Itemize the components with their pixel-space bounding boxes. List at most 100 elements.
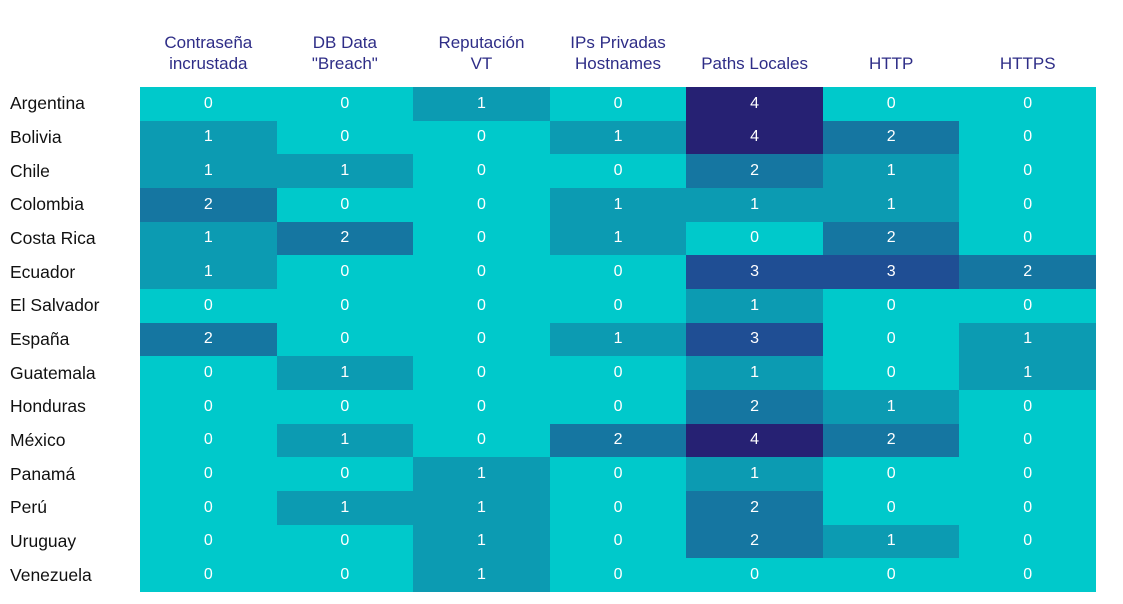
table-row: Chile 1 1 0 0 2 1 0 <box>0 154 1123 188</box>
column-header-line: "Breach" <box>311 54 378 73</box>
heatmap-cell: 1 <box>549 322 687 357</box>
heatmap-cell: 2 <box>822 120 960 155</box>
heatmap-cell: 2 <box>686 524 823 559</box>
heatmap-cell: 0 <box>276 87 414 121</box>
heatmap-cell: 1 <box>686 187 823 222</box>
heatmap-cell: 0 <box>140 356 277 390</box>
column-header: IPs Privadas Hostnames <box>550 0 687 87</box>
heatmap-cell: 0 <box>822 356 960 390</box>
heatmap-cell: 0 <box>549 558 687 592</box>
heatmap-cell: 1 <box>140 221 277 256</box>
heatmap-cell: 0 <box>276 524 414 559</box>
row-label: España <box>10 328 70 349</box>
table-row: Bolivia 1 0 0 1 4 2 0 <box>0 120 1123 155</box>
heatmap-cell: 0 <box>413 255 550 289</box>
column-header-line: VT <box>470 54 493 73</box>
heatmap-cell: 0 <box>822 288 960 323</box>
heatmap-cell: 0 <box>140 389 277 424</box>
heatmap-cell: 1 <box>276 490 414 525</box>
column-header: DB Data "Breach" <box>277 0 414 87</box>
column-header-line: incrustada <box>169 54 248 73</box>
heatmap-cell: 0 <box>413 322 550 357</box>
heatmap-cell: 3 <box>686 322 823 357</box>
heatmap-cell: 0 <box>140 558 277 592</box>
heatmap-cell: 1 <box>549 221 687 256</box>
heatmap-cell: 0 <box>959 423 1097 458</box>
heatmap-cell: 0 <box>549 255 687 289</box>
heatmap-cell: 1 <box>276 423 414 458</box>
heatmap-cell: 2 <box>686 490 823 525</box>
heatmap-cell: 0 <box>959 288 1097 323</box>
heatmap-cell: 0 <box>276 558 414 592</box>
heatmap-cell: 0 <box>959 457 1097 491</box>
heatmap-cell: 2 <box>959 255 1097 289</box>
heatmap-cell: 0 <box>549 457 687 491</box>
header-row: Contraseña incrustada DB Data "Breach" Reput… <box>0 0 1123 87</box>
heatmap-cell: 0 <box>549 154 687 188</box>
table-row: España 2 0 0 1 3 0 1 <box>0 322 1123 357</box>
table-row: Panamá 0 0 1 0 1 0 0 <box>0 457 1123 491</box>
corner-spacer <box>0 0 140 87</box>
table-row: Guatemala 0 1 0 0 1 0 1 <box>0 356 1123 390</box>
heatmap-cell: 1 <box>413 87 550 121</box>
heatmap-cell: 1 <box>140 120 277 155</box>
column-header-line: IPs Privadas <box>570 33 666 52</box>
heatmap-cell: 0 <box>276 255 414 289</box>
heatmap-cell: 2 <box>686 154 823 188</box>
heatmap-cell: 2 <box>549 423 687 458</box>
heatmap-cell: 0 <box>140 87 277 121</box>
heatmap-cell: 1 <box>549 187 687 222</box>
table-row: Perú 0 1 1 0 2 0 0 <box>0 490 1123 525</box>
heatmap-cell: 2 <box>140 322 277 357</box>
heatmap-cell: 0 <box>549 524 687 559</box>
row-label: Guatemala <box>10 362 96 383</box>
heatmap-cell: 0 <box>276 389 414 424</box>
heatmap-cell: 1 <box>959 322 1097 357</box>
row-label: Chile <box>10 160 50 181</box>
column-header: Contraseña incrustada <box>140 0 277 87</box>
heatmap-cell: 1 <box>276 356 414 390</box>
heatmap-cell: 4 <box>686 87 823 121</box>
row-label: México <box>10 429 66 450</box>
heatmap-cell: 0 <box>276 288 414 323</box>
heatmap-cell: 1 <box>822 187 960 222</box>
heatmap-cell: 0 <box>959 558 1097 592</box>
row-label: Honduras <box>10 396 86 417</box>
heatmap-cell: 0 <box>413 154 550 188</box>
heatmap-cell: 1 <box>822 154 960 188</box>
heatmap-cell: 0 <box>549 356 687 390</box>
table-row: Argentina 0 0 1 0 4 0 0 <box>0 87 1123 121</box>
column-header-line: DB Data <box>312 33 377 52</box>
heatmap-cell: 1 <box>413 490 550 525</box>
column-header: HTTP <box>823 0 960 87</box>
heatmap-cell: 0 <box>822 457 960 491</box>
heatmap-cell: 2 <box>686 389 823 424</box>
column-header-line: Hostnames <box>575 54 662 73</box>
column-header: HTTPS <box>959 0 1096 87</box>
heatmap-cell: 0 <box>413 187 550 222</box>
heatmap-cell: 0 <box>413 356 550 390</box>
heatmap-cell: 2 <box>276 221 414 256</box>
row-label: Costa Rica <box>10 227 96 248</box>
row-label: Colombia <box>10 194 84 215</box>
heatmap-cell: 0 <box>140 457 277 491</box>
heatmap-cell: 3 <box>822 255 960 289</box>
row-label: El Salvador <box>10 295 100 316</box>
column-header: Paths Locales <box>686 0 823 87</box>
table-row: Venezuela 0 0 1 0 0 0 0 <box>0 558 1123 592</box>
heatmap-cell: 2 <box>822 423 960 458</box>
column-header-line: HTTP <box>868 54 914 73</box>
heatmap-cell: 1 <box>413 457 550 491</box>
heatmap-cell: 0 <box>959 87 1097 121</box>
